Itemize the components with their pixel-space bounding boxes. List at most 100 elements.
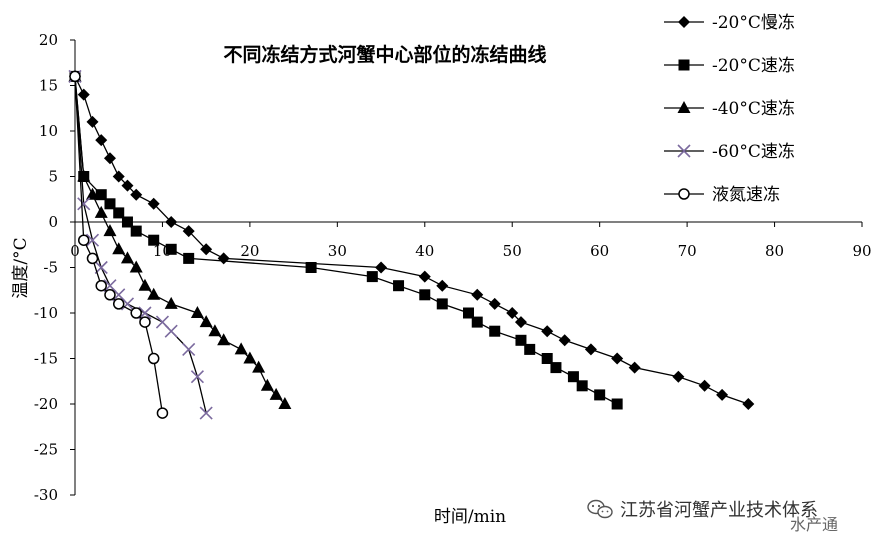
y-tick-label: 15 [39, 77, 58, 95]
x-tick-label: 60 [590, 242, 609, 260]
data-point [471, 288, 484, 301]
data-point [550, 362, 562, 374]
data-point [672, 370, 685, 383]
data-point [120, 251, 134, 264]
data-point [183, 252, 195, 264]
series-layer [68, 69, 755, 420]
legend-item: -40°C速冻 [664, 99, 795, 119]
legend-label: -40°C速冻 [712, 99, 795, 119]
data-point [112, 298, 125, 310]
data-point [85, 233, 100, 247]
legend-marker [678, 16, 690, 28]
y-tick-label: 5 [48, 168, 58, 186]
data-point [243, 351, 257, 364]
data-point [104, 198, 116, 210]
data-point [104, 289, 116, 301]
data-point [147, 352, 160, 365]
data-point [742, 398, 755, 410]
y-tick-label: -15 [34, 350, 58, 368]
legend-marker [678, 59, 690, 71]
y-tick-label: -10 [34, 304, 58, 322]
data-point [164, 296, 178, 309]
data-point [698, 379, 711, 392]
legend-label: 液氮速冻 [712, 185, 780, 205]
y-tick-label: -30 [34, 486, 58, 504]
data-point [217, 333, 231, 346]
x-tick-label: 70 [678, 242, 697, 260]
data-point [121, 179, 134, 192]
data-point [576, 380, 588, 392]
x-tick-label: 50 [503, 242, 522, 260]
wechat-icon [587, 499, 613, 519]
data-point [488, 297, 501, 310]
data-point [138, 278, 152, 291]
data-point [94, 205, 108, 218]
data-point [199, 406, 213, 420]
data-point [86, 115, 99, 128]
data-point [165, 243, 177, 255]
data-point [716, 388, 729, 401]
x-tick-label: 80 [765, 242, 784, 260]
data-point [165, 216, 178, 228]
data-point [190, 306, 204, 318]
data-point [182, 225, 195, 238]
data-point [95, 279, 107, 292]
data-point [611, 352, 624, 365]
data-point [130, 225, 142, 237]
legend-label: -20°C速冻 [712, 56, 795, 76]
data-point [506, 307, 519, 319]
data-point [95, 134, 108, 147]
data-point [541, 353, 553, 364]
data-point [86, 252, 99, 265]
chart-title: 不同冻结方式河蟹中心部位的冻结曲线 [223, 43, 546, 66]
data-point [541, 325, 554, 338]
data-point [558, 334, 571, 347]
y-tick-label: 0 [48, 213, 58, 231]
data-point [419, 289, 431, 301]
data-point [514, 316, 527, 329]
data-point [129, 260, 143, 273]
data-point [147, 197, 160, 210]
data-point [77, 234, 90, 246]
data-point [199, 315, 213, 328]
legend-marker [677, 101, 691, 113]
watermark: 江苏省河蟹产业技术体系 水产通 [587, 499, 838, 534]
data-point [436, 279, 449, 292]
data-point [156, 407, 169, 419]
x-tick-label: 0 [70, 242, 80, 260]
x-axis-title: 时间/min [434, 507, 506, 527]
data-point [436, 298, 448, 310]
data-point [208, 324, 222, 337]
data-point [463, 307, 474, 319]
data-point [567, 371, 579, 383]
data-point [113, 207, 125, 219]
data-point [524, 343, 536, 355]
y-tick-label: -25 [34, 441, 58, 459]
data-point [418, 270, 431, 283]
data-point [85, 187, 99, 200]
series-5 [69, 70, 169, 419]
watermark-stamp: 水产通 [790, 515, 838, 534]
data-point [584, 343, 597, 356]
data-point [471, 316, 483, 328]
data-point [69, 70, 81, 83]
y-axis-title: 温度/°C [11, 237, 31, 298]
data-point [130, 307, 142, 319]
x-tick-label: 40 [415, 242, 434, 260]
data-point [190, 370, 204, 384]
data-point [103, 152, 116, 165]
data-point [252, 360, 266, 373]
data-point [103, 224, 117, 237]
legend-item: 液氮速冻 [664, 185, 780, 205]
x-tick-label: 90 [852, 242, 871, 260]
data-point [121, 216, 133, 228]
series-4 [68, 69, 213, 420]
data-point [77, 197, 91, 211]
legend-label: -60°C速冻 [712, 142, 795, 162]
series-2 [69, 70, 623, 410]
series-line [74, 76, 749, 405]
data-point [112, 242, 126, 255]
data-point [200, 243, 213, 256]
x-tick-label: 20 [240, 242, 259, 260]
